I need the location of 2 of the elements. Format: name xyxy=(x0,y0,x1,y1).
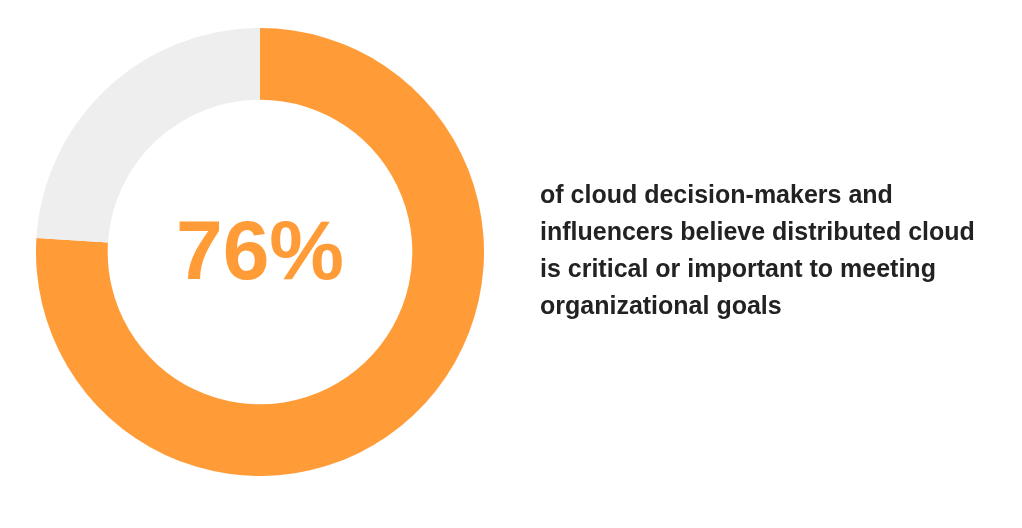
text: of cloud decision-makers and influencers believe distributed cloud is critical or important to meeting organizational goals xyxy=(540,179,976,321)
data-label: 76% xyxy=(175,203,345,298)
